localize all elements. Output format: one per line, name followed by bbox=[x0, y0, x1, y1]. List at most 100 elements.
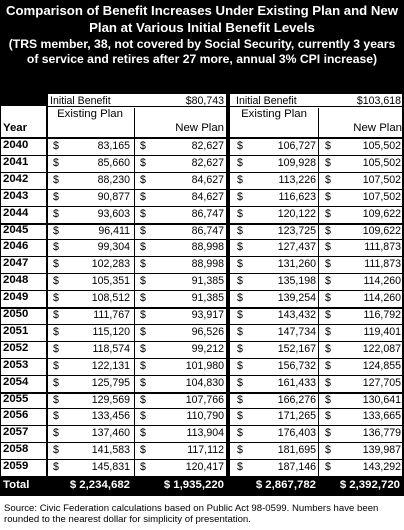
row-right-existing-currency: $ bbox=[237, 292, 243, 305]
row-left-new: 91,385 bbox=[191, 292, 224, 305]
row-right-new-currency: $ bbox=[325, 427, 331, 440]
row-year: 2040 bbox=[3, 139, 29, 151]
row-right-new-currency: $ bbox=[325, 190, 331, 203]
table-row: 2058 $141,583 $117,112 $181,695 $139,987 bbox=[0, 442, 404, 459]
row-year: 2044 bbox=[3, 206, 29, 219]
row-left-new-currency: $ bbox=[140, 461, 146, 474]
row-left-existing-currency: $ bbox=[53, 224, 59, 237]
row-left-new-currency: $ bbox=[140, 190, 146, 203]
row-right-new-currency: $ bbox=[325, 292, 331, 305]
row-right-new: 127,705 bbox=[362, 376, 401, 389]
total-right-new: $ 2,392,720 bbox=[339, 479, 400, 491]
row-left-new: 117,112 bbox=[187, 444, 224, 457]
row-year: 2058 bbox=[3, 443, 29, 456]
row-year: 2059 bbox=[3, 460, 29, 473]
row-left-new: 110,790 bbox=[186, 410, 224, 423]
row-left-existing: 145,831 bbox=[91, 461, 130, 474]
row-divider bbox=[0, 408, 404, 409]
row-year: 2050 bbox=[3, 308, 29, 320]
row-left-existing-currency: $ bbox=[53, 342, 59, 355]
row-divider bbox=[0, 392, 404, 394]
row-right-new: 119,401 bbox=[363, 325, 401, 338]
row-left-existing-currency: $ bbox=[53, 292, 59, 305]
row-right-existing: 181,695 bbox=[277, 444, 316, 457]
row-year: 2041 bbox=[3, 155, 29, 168]
row-left-new-currency: $ bbox=[140, 292, 146, 305]
row-right-existing: 135,198 bbox=[277, 275, 316, 288]
row-divider bbox=[0, 358, 404, 359]
row-right-existing-currency: $ bbox=[237, 359, 243, 372]
row-divider bbox=[0, 290, 404, 291]
row-left-new-currency: $ bbox=[140, 359, 146, 372]
row-year: 2043 bbox=[3, 189, 29, 202]
row-left-existing: 137,460 bbox=[91, 427, 130, 440]
row-left-existing: 88,230 bbox=[97, 173, 130, 186]
row-right-existing: 147,734 bbox=[277, 325, 316, 338]
row-left-existing-currency: $ bbox=[53, 241, 59, 254]
row-left-existing: 133,456 bbox=[91, 410, 130, 423]
row-right-existing-currency: $ bbox=[237, 156, 243, 169]
row-right-existing: 143,432 bbox=[277, 309, 316, 321]
row-right-existing: 156,732 bbox=[277, 359, 316, 372]
row-divider bbox=[0, 239, 404, 240]
row-left-new-currency: $ bbox=[140, 258, 146, 271]
row-right-new: 133,665 bbox=[362, 410, 401, 423]
row-left-new-currency: $ bbox=[140, 325, 146, 338]
row-left-existing-currency: $ bbox=[53, 207, 59, 220]
row-right-existing-currency: $ bbox=[237, 410, 243, 423]
row-left-existing-currency: $ bbox=[53, 444, 59, 457]
row-left-existing: 99,304 bbox=[97, 241, 130, 254]
row-divider bbox=[0, 172, 404, 173]
row-right-new: 105,502 bbox=[362, 156, 401, 169]
row-left-new-currency: $ bbox=[140, 156, 146, 169]
row-left-new-currency: $ bbox=[140, 241, 146, 254]
row-left-new-currency: $ bbox=[140, 444, 146, 457]
right-new-plan-header: New Plan bbox=[353, 122, 402, 134]
data-grid: Initial Benefit $80,743 Initial Benefit … bbox=[0, 94, 404, 502]
row-left-existing: 115,120 bbox=[92, 325, 130, 338]
row-right-existing-currency: $ bbox=[237, 140, 243, 152]
row-right-new-currency: $ bbox=[325, 444, 331, 457]
row-left-new: 84,627 bbox=[191, 173, 224, 186]
row-right-new: 107,502 bbox=[362, 190, 401, 203]
row-right-existing: 123,725 bbox=[277, 224, 316, 237]
row-left-new: 82,627 bbox=[191, 156, 224, 169]
row-left-existing-currency: $ bbox=[53, 461, 59, 474]
row-left-existing: 129,569 bbox=[91, 393, 130, 406]
row-year: 2049 bbox=[3, 291, 29, 304]
row-divider bbox=[0, 155, 404, 156]
table-row: 2042 $88,230 $84,627 $113,226 $107,502 bbox=[0, 172, 404, 189]
table-row: 2041 $85,660 $82,627 $109,928 $105,502 bbox=[0, 155, 404, 172]
row-right-new: 136,779 bbox=[362, 427, 401, 440]
row-left-new: 101,980 bbox=[185, 359, 224, 372]
row-right-new: 124,855 bbox=[362, 359, 401, 372]
table-row: 2044 $93,603 $86,747 $120,122 $109,622 bbox=[0, 206, 404, 223]
row-left-new: 107,766 bbox=[185, 393, 224, 406]
table-row: 2050 $111,767 $93,917 $143,432 $116,792 bbox=[0, 307, 404, 324]
table-row: 2047 $102,283 $88,998 $131,260 $111,873 bbox=[0, 256, 404, 273]
row-year: 2052 bbox=[3, 341, 29, 354]
row-right-existing-currency: $ bbox=[237, 241, 243, 254]
row-left-new: 104,830 bbox=[185, 376, 224, 389]
row-left-new: 120,417 bbox=[185, 461, 224, 474]
row-left-existing-currency: $ bbox=[53, 376, 59, 389]
row-right-existing-currency: $ bbox=[237, 309, 243, 321]
row-right-new-currency: $ bbox=[325, 461, 331, 474]
row-left-existing: 85,660 bbox=[97, 156, 130, 169]
row-divider bbox=[0, 341, 404, 342]
row-right-existing: 106,727 bbox=[277, 140, 316, 152]
table-row: 2052 $118,574 $99,212 $152,167 $122,087 bbox=[0, 341, 404, 358]
row-right-new: 109,622 bbox=[362, 207, 401, 220]
row-year: 2045 bbox=[3, 223, 29, 236]
row-left-new: 84,627 bbox=[191, 190, 224, 203]
row-right-new-currency: $ bbox=[325, 393, 331, 406]
right-initial-benefit-label: Initial Benefit bbox=[236, 95, 297, 107]
row-year: 2054 bbox=[3, 375, 29, 388]
column-divider bbox=[134, 108, 135, 476]
row-right-new-currency: $ bbox=[325, 224, 331, 237]
row-left-new-currency: $ bbox=[140, 140, 146, 152]
row-left-new: 93,917 bbox=[191, 309, 224, 321]
row-right-new: 116,792 bbox=[363, 309, 401, 321]
column-divider bbox=[318, 108, 319, 476]
row-left-existing: 108,512 bbox=[91, 292, 130, 305]
